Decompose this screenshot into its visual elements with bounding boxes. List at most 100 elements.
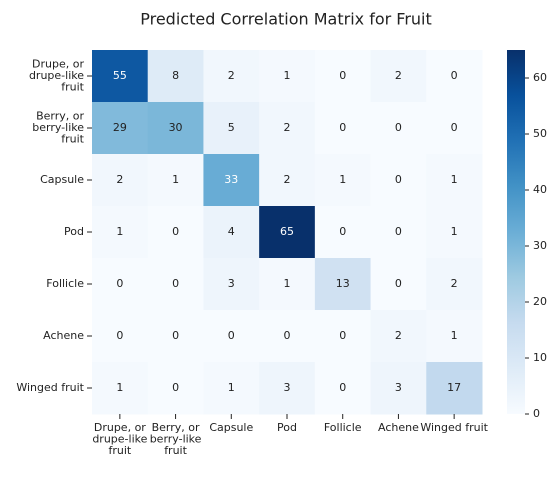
y-tick-label: drupe-like: [29, 69, 84, 82]
cell-label: 1: [116, 381, 123, 394]
x-tick-label: drupe-like: [92, 433, 147, 446]
cell: [92, 206, 149, 259]
cell: [147, 102, 204, 155]
x-tick-label: Winged fruit: [420, 421, 488, 434]
cell-label: 1: [451, 329, 458, 342]
cell: [426, 50, 483, 103]
cell-label: 0: [172, 329, 179, 342]
cell-label: 3: [395, 381, 402, 394]
cell-label: 0: [228, 329, 235, 342]
cell: [259, 258, 316, 311]
cell: [259, 50, 316, 103]
x-tick-label: fruit: [108, 444, 131, 457]
y-tick-label: fruit: [61, 81, 84, 94]
cell-label: 1: [284, 69, 291, 82]
cell: [370, 154, 427, 207]
cell-label: 2: [284, 121, 291, 134]
colorbar: [507, 50, 525, 414]
y-tick-label: Achene: [43, 329, 84, 342]
colorbar-tick-label: 30: [533, 239, 547, 252]
cell: [259, 206, 316, 259]
x-tick-label: Drupe, or: [94, 421, 146, 434]
cell: [147, 362, 204, 415]
cell: [147, 258, 204, 311]
cell: [314, 154, 372, 207]
cell: [426, 206, 483, 259]
cell: [203, 102, 260, 155]
cell-label: 0: [339, 381, 346, 394]
cell: [370, 258, 427, 311]
cell-label: 2: [284, 173, 291, 186]
cell-label: 2: [395, 69, 402, 82]
y-tick-label: fruit: [61, 133, 84, 146]
cell: [426, 154, 483, 207]
cell-label: 1: [451, 173, 458, 186]
cell-label: 65: [280, 225, 294, 238]
cell: [259, 362, 316, 415]
x-tick-label: berry-like: [150, 433, 202, 446]
cell: [314, 206, 372, 259]
cell: [314, 50, 372, 103]
cell: [147, 310, 204, 363]
cell: [370, 50, 427, 103]
cell: [426, 362, 483, 415]
cell-label: 4: [228, 225, 235, 238]
cell: [314, 258, 372, 311]
cell: [314, 310, 372, 363]
cell-label: 1: [284, 277, 291, 290]
cell-label: 0: [116, 329, 123, 342]
x-tick-label: Achene: [378, 421, 419, 434]
cell: [203, 206, 260, 259]
cell-label: 0: [451, 121, 458, 134]
cell: [426, 310, 483, 363]
cell: [92, 362, 149, 415]
cell-label: 1: [228, 381, 235, 394]
cell: [203, 50, 260, 103]
x-tick-label: Berry, or: [152, 421, 200, 434]
y-tick-label: Follicle: [46, 277, 84, 290]
y-tick-label: berry-like: [32, 121, 84, 134]
cell-label: 5: [228, 121, 235, 134]
chart-title: Predicted Correlation Matrix for Fruit: [140, 10, 432, 29]
cell: [314, 362, 372, 415]
y-tick-label: Berry, or: [36, 110, 84, 123]
x-tick-label: Capsule: [209, 421, 253, 434]
cell: [92, 154, 149, 207]
cell-label: 17: [447, 381, 461, 394]
cell-label: 0: [339, 121, 346, 134]
cell-label: 0: [339, 225, 346, 238]
cell: [147, 50, 204, 103]
cell-label: 8: [172, 69, 179, 82]
cell-label: 0: [395, 121, 402, 134]
y-tick-label: Pod: [64, 225, 84, 238]
y-tick-label: Drupe, or: [32, 58, 84, 71]
cell-label: 0: [451, 69, 458, 82]
cell: [92, 310, 149, 363]
cell-label: 1: [172, 173, 179, 186]
colorbar-tick-label: 10: [533, 351, 547, 364]
cell-label: 0: [395, 173, 402, 186]
cell-label: 33: [224, 173, 238, 186]
cell: [314, 102, 372, 155]
cell-label: 2: [395, 329, 402, 342]
cell-label: 3: [228, 277, 235, 290]
cell: [370, 206, 427, 259]
cell: [203, 362, 260, 415]
cell: [259, 154, 316, 207]
cell-label: 1: [451, 225, 458, 238]
cell-label: 0: [395, 225, 402, 238]
cell: [203, 154, 260, 207]
cell: [370, 310, 427, 363]
cell: [203, 258, 260, 311]
cell-label: 13: [336, 277, 350, 290]
cell-label: 0: [172, 277, 179, 290]
cell: [426, 102, 483, 155]
cell: [147, 154, 204, 207]
cell-label: 2: [451, 277, 458, 290]
cell: [203, 310, 260, 363]
cell: [147, 206, 204, 259]
cell: [92, 50, 149, 103]
cell-label: 0: [172, 381, 179, 394]
colorbar-tick-label: 20: [533, 295, 547, 308]
